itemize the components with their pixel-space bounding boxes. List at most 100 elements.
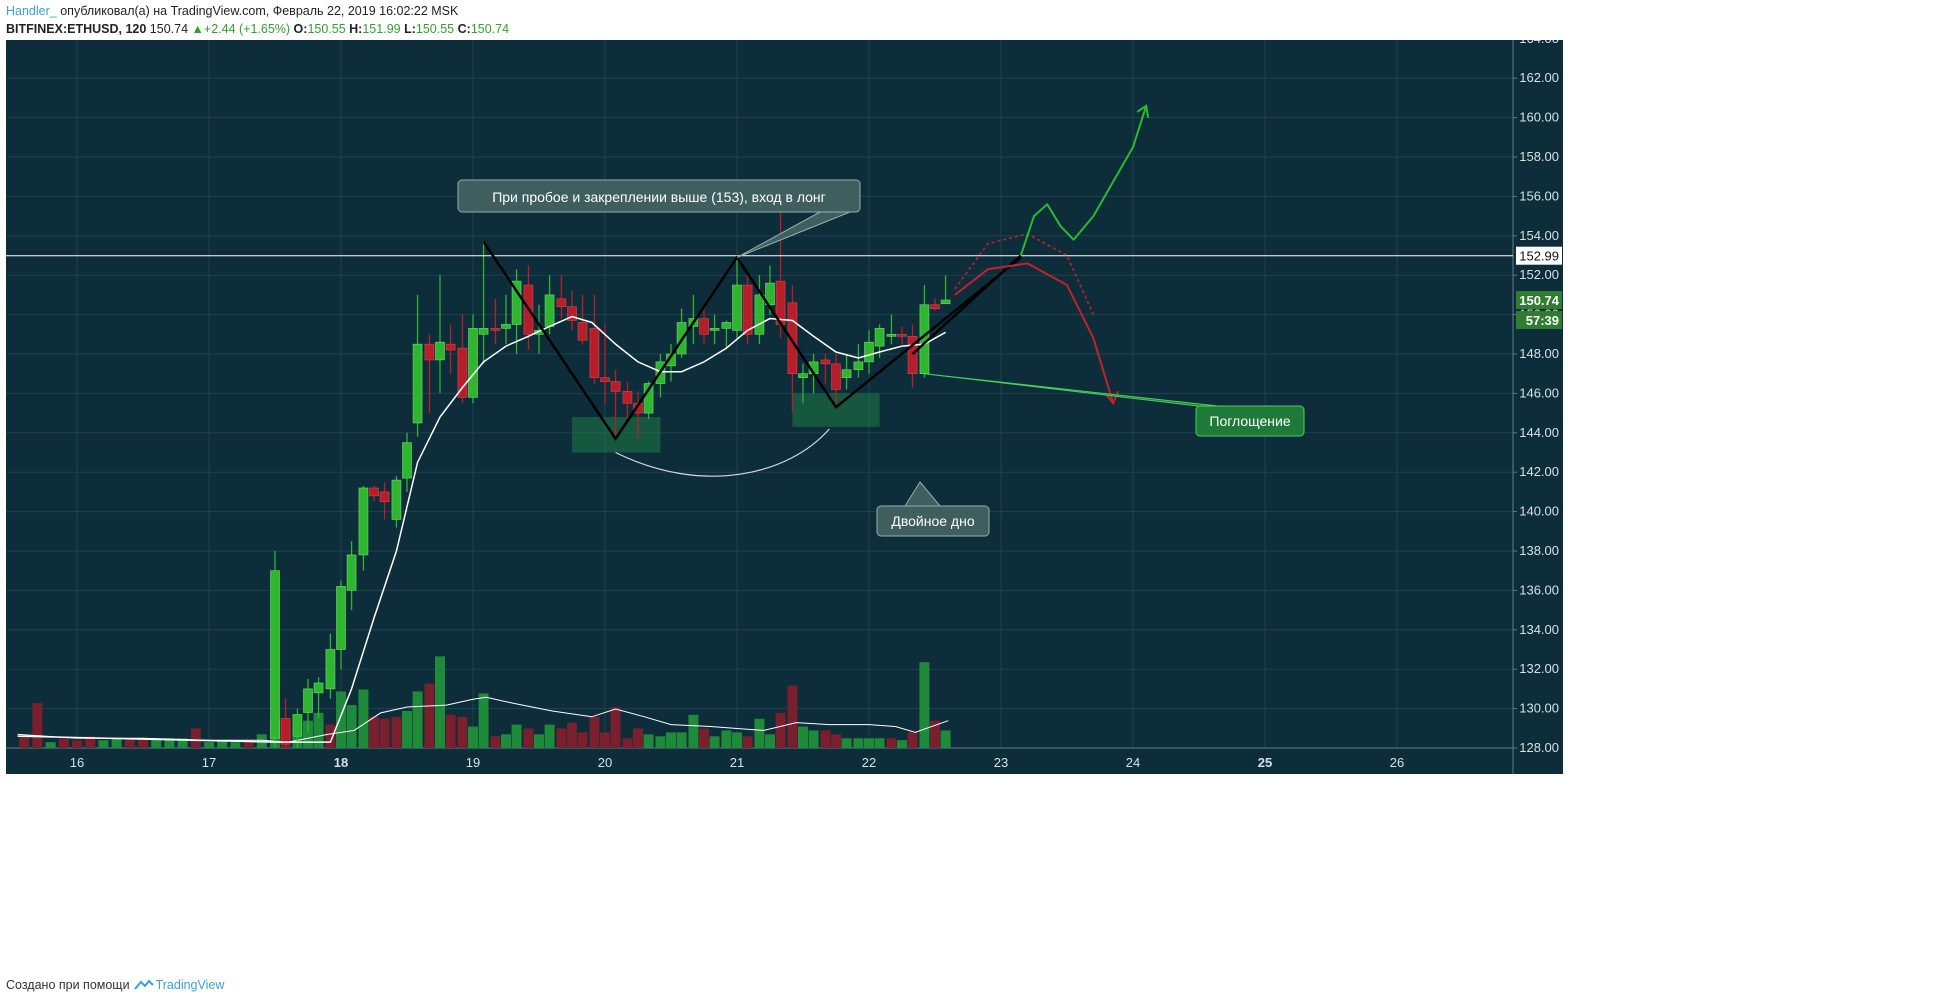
price-tick-label: 128.00 bbox=[1519, 740, 1559, 755]
price-tick-label: 130.00 bbox=[1519, 701, 1559, 716]
volume-bar bbox=[190, 728, 201, 748]
price-tick-label: 164.00 bbox=[1519, 40, 1559, 46]
volume-bar bbox=[874, 738, 885, 748]
volume-bar bbox=[940, 730, 951, 748]
footer: Создано при помощи TradingView bbox=[6, 978, 224, 992]
candle-body bbox=[303, 688, 313, 713]
price-tick-label: 142.00 bbox=[1519, 464, 1559, 479]
price-tick-label: 152.00 bbox=[1519, 267, 1559, 282]
volume-bar bbox=[501, 734, 511, 748]
price-tick-label: 132.00 bbox=[1519, 661, 1559, 676]
volume-bar bbox=[32, 703, 43, 748]
author-link[interactable]: Handler_ bbox=[6, 4, 57, 18]
candle-body bbox=[468, 328, 478, 398]
date-tick-label: 25 bbox=[1258, 755, 1272, 770]
last-price: 150.74 bbox=[149, 22, 189, 36]
candle-body bbox=[457, 347, 468, 398]
volume-bar bbox=[336, 691, 346, 748]
tradingview-link[interactable]: TradingView bbox=[133, 978, 225, 992]
engulfing-callout-box bbox=[1195, 405, 1305, 437]
candle-body bbox=[765, 282, 775, 306]
candle-body bbox=[369, 487, 379, 497]
volume-bar bbox=[124, 738, 135, 748]
volume-bar bbox=[98, 740, 109, 748]
candle-body bbox=[874, 328, 885, 347]
volume-bar bbox=[346, 705, 357, 748]
price-tick-label: 160.00 bbox=[1519, 110, 1559, 125]
candle-body bbox=[445, 343, 456, 351]
volume-bar bbox=[841, 738, 852, 748]
breakout-callout-pointer bbox=[736, 211, 851, 258]
countdown-tag-text: 57:39 bbox=[1526, 313, 1559, 328]
price-axis-labels: 128.00 130.00 132.00 134.00 136.00 138.00 140.… bbox=[1513, 40, 1559, 755]
candle-body bbox=[820, 359, 831, 365]
volume-bar bbox=[177, 738, 188, 748]
price-chart[interactable]: При пробое и закреплении выше (153), вхо… bbox=[0, 40, 1956, 974]
level-price-tag-box bbox=[1516, 246, 1562, 265]
candle-body bbox=[556, 298, 567, 308]
candle-body bbox=[841, 369, 852, 378]
candle-body bbox=[336, 586, 346, 650]
volume-bar bbox=[85, 736, 96, 748]
candle-body bbox=[853, 361, 864, 371]
date-tick-label: 22 bbox=[862, 755, 876, 770]
date-tick-label: 17 bbox=[202, 755, 216, 770]
volume-bar bbox=[808, 730, 819, 748]
candle-body bbox=[589, 328, 600, 378]
high-value: 151.99 bbox=[362, 22, 401, 36]
candle-body bbox=[292, 714, 303, 737]
volume-bar bbox=[534, 734, 544, 748]
candle-body bbox=[501, 324, 511, 329]
double-bottom-callout-text: Двойное дно bbox=[891, 513, 974, 529]
volume-bar bbox=[369, 716, 379, 748]
candle-body bbox=[435, 341, 445, 361]
high-label: H: bbox=[349, 22, 363, 36]
candle-body bbox=[831, 363, 841, 390]
price-tick-label: 136.00 bbox=[1519, 582, 1559, 597]
candle-body bbox=[346, 554, 357, 591]
candle-body bbox=[754, 294, 765, 335]
time-axis-labels: 16 17 18 19 20 21 22 23 24 25 26 bbox=[70, 755, 1404, 770]
price-tick-label: 140.00 bbox=[1519, 504, 1559, 519]
tradingview-brand: TradingView bbox=[155, 978, 225, 992]
volume-bar bbox=[787, 685, 798, 748]
volume-bar bbox=[643, 734, 654, 748]
level-price-tag: 152.99 bbox=[1516, 246, 1562, 265]
breakout-callout: При пробое и закреплении выше (153), вхо… bbox=[457, 179, 861, 258]
candle-body bbox=[610, 381, 621, 392]
candle-body bbox=[325, 649, 336, 690]
date-tick-label: 24 bbox=[1126, 755, 1140, 770]
bearish-projection-arrow bbox=[954, 262, 1115, 404]
volume-bar bbox=[567, 722, 577, 748]
last-price-tag-box bbox=[1516, 291, 1562, 310]
volume-bar bbox=[468, 726, 478, 748]
volume-bar bbox=[217, 740, 228, 748]
date-tick-label: 26 bbox=[1390, 755, 1404, 770]
double-bottom-callout-box bbox=[876, 505, 990, 537]
volume-bar bbox=[754, 718, 765, 748]
volume-bar bbox=[666, 732, 676, 748]
volume-bar bbox=[930, 720, 940, 748]
volume-bar bbox=[897, 740, 907, 748]
close-value: 150.74 bbox=[470, 22, 510, 36]
candle-body bbox=[907, 335, 918, 374]
volume-bars bbox=[19, 656, 951, 748]
up-triangle-icon: ▲ bbox=[191, 22, 204, 36]
candle-body bbox=[391, 479, 402, 520]
volume-bar bbox=[655, 736, 666, 748]
volume-bar bbox=[391, 716, 402, 748]
last-price-tag-text: 150.74 bbox=[1519, 293, 1560, 308]
breakout-callout-text: При пробое и закреплении выше (153), вхо… bbox=[492, 189, 826, 205]
price-change: +2.44 (+1.65%) bbox=[203, 22, 291, 36]
date-tick-label: 19 bbox=[466, 755, 480, 770]
volume-bar bbox=[775, 712, 786, 748]
price-tick-label: 138.00 bbox=[1519, 543, 1559, 558]
candle-body bbox=[567, 306, 577, 321]
candle-body bbox=[511, 280, 522, 325]
volume-bar bbox=[435, 656, 445, 748]
candle-body bbox=[478, 328, 489, 335]
candle-body bbox=[379, 491, 390, 503]
volume-bar bbox=[633, 728, 643, 748]
candle-body bbox=[930, 304, 940, 309]
candle-body bbox=[577, 322, 588, 341]
